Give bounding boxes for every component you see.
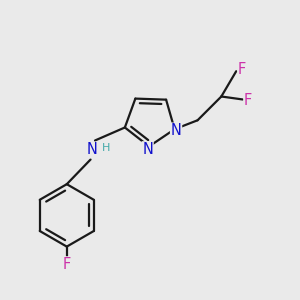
Text: N: N [87,142,98,158]
Text: F: F [244,94,252,109]
Text: F: F [63,257,71,272]
Text: H: H [102,142,110,153]
Text: F: F [238,62,246,77]
Text: N: N [171,123,182,138]
Text: N: N [142,142,153,157]
